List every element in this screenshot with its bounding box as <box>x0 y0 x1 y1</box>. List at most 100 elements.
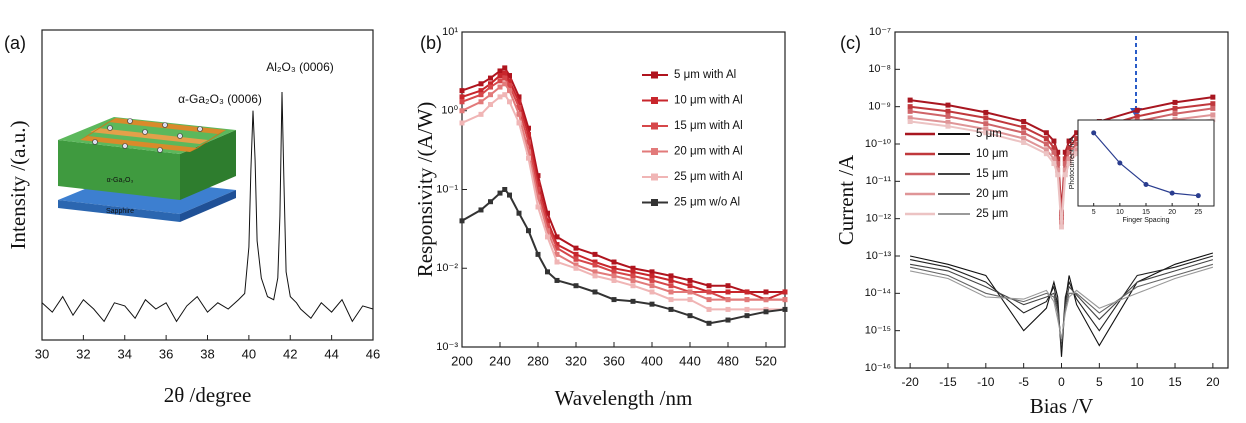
x-axis-label: Wavelength /nm <box>555 386 693 410</box>
marker <box>1062 149 1068 155</box>
marker <box>630 269 636 275</box>
x-tick-label: 240 <box>489 353 511 368</box>
marker <box>945 119 951 125</box>
sapphire-side <box>58 200 180 222</box>
marker <box>478 81 484 87</box>
marker <box>687 277 693 283</box>
marker <box>507 82 512 88</box>
marker <box>706 289 712 295</box>
x-tick-label: 32 <box>76 346 90 361</box>
inset-y-label: Photocurrent /nA <box>1069 136 1076 189</box>
atoms <box>92 118 203 153</box>
marker <box>592 289 598 295</box>
marker <box>1055 161 1061 167</box>
x-tick-label: 42 <box>283 346 297 361</box>
x-tick-label: 520 <box>755 353 777 368</box>
marker <box>592 273 598 279</box>
marker <box>706 283 712 289</box>
marker <box>535 187 541 192</box>
x-tick-label: -5 <box>1018 375 1029 389</box>
marker <box>725 297 731 303</box>
marker <box>725 289 731 295</box>
y-axis-label: Current /A <box>834 154 858 245</box>
x-tick-label: 34 <box>118 346 132 361</box>
marker <box>545 222 550 228</box>
panel-label: (c) <box>840 33 861 53</box>
marker <box>744 313 750 319</box>
y-tick-label: 10⁻⁹ <box>868 101 891 113</box>
marker <box>478 207 484 213</box>
marker <box>611 259 617 265</box>
marker <box>1055 149 1061 155</box>
marker <box>945 108 951 114</box>
marker <box>554 251 560 257</box>
x-tick-label: 46 <box>366 346 380 361</box>
marker <box>725 283 731 289</box>
marker <box>497 78 503 84</box>
marker <box>1043 147 1049 153</box>
marker <box>1062 172 1068 178</box>
marker <box>459 88 465 94</box>
marker <box>554 242 560 248</box>
legend-marker <box>651 173 658 181</box>
legend-label: 15 μm with Al <box>674 120 743 132</box>
y-tick-label: 10⁻¹⁴ <box>865 287 892 299</box>
marker <box>545 228 550 234</box>
marker <box>459 94 465 100</box>
marker <box>507 192 512 198</box>
marker <box>1066 138 1072 144</box>
x-tick-label: 200 <box>451 353 473 368</box>
y-tick-label: 10⁰ <box>441 105 458 117</box>
marker <box>1074 130 1080 136</box>
marker <box>1051 156 1057 162</box>
arrow <box>1130 36 1142 118</box>
marker <box>573 283 579 289</box>
marker <box>488 81 493 87</box>
marker <box>554 277 560 283</box>
marker <box>573 245 579 251</box>
marker <box>744 297 750 303</box>
legend-marker <box>651 122 658 130</box>
y-tick-label: 10⁻¹⁵ <box>865 325 891 337</box>
electrode <box>190 130 226 152</box>
x-axis-label: Bias /V <box>1030 394 1094 418</box>
electrode <box>80 136 198 152</box>
marker <box>706 320 712 326</box>
legend-label: 5 μm with Al <box>674 69 736 81</box>
panel-label: (b) <box>420 33 442 53</box>
marker <box>687 313 693 319</box>
marker <box>1210 101 1216 107</box>
marker <box>983 121 989 127</box>
legend-label: 10 μm with Al <box>674 95 743 107</box>
legend-label: 15 μm <box>976 168 1008 180</box>
marker <box>744 306 750 312</box>
y-tick-label: 10⁻¹³ <box>866 250 892 262</box>
marker <box>983 109 989 115</box>
annotation: Al₂O₃ (0006) <box>266 60 334 74</box>
marker <box>488 75 493 81</box>
marker <box>668 297 674 303</box>
marker <box>611 273 617 279</box>
marker <box>907 104 913 110</box>
marker <box>488 102 493 108</box>
y-tick-label: 10⁻¹ <box>436 183 458 195</box>
marker <box>545 218 550 224</box>
marker <box>706 297 712 303</box>
marker <box>526 228 531 234</box>
y-tick-label: 10⁻¹² <box>866 213 892 225</box>
marker <box>630 283 636 289</box>
marker <box>983 115 989 121</box>
marker <box>554 245 560 251</box>
marker <box>1074 147 1080 153</box>
marker <box>1043 151 1049 157</box>
marker <box>725 317 731 323</box>
marker <box>649 269 655 275</box>
marker <box>611 297 617 303</box>
marker <box>516 120 522 126</box>
x-tick-label: 44 <box>324 346 338 361</box>
inset-label: Sapphire <box>106 208 134 215</box>
marker <box>687 289 693 295</box>
marker <box>687 283 693 289</box>
x-axis-label: 2θ /degree <box>164 383 252 407</box>
